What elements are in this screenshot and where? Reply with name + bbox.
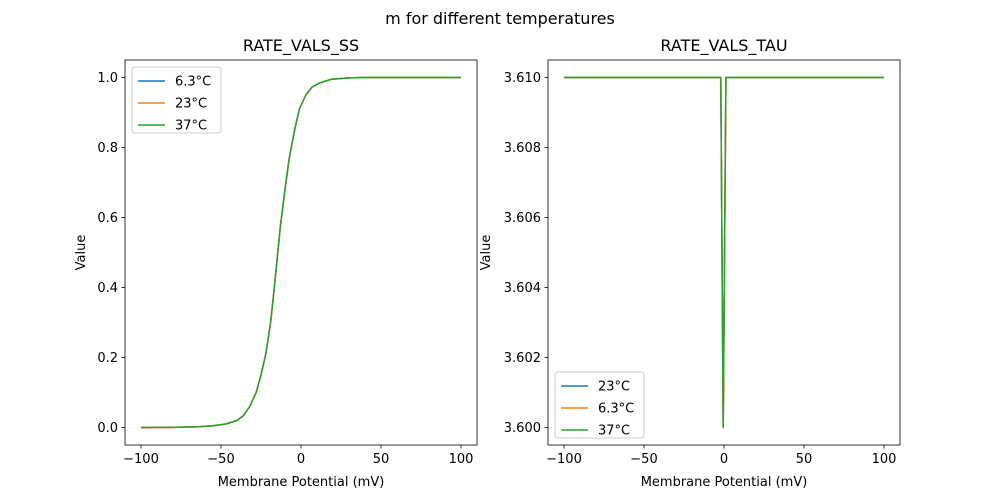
y-tick-label: 1.0 [97, 71, 118, 86]
legend-label: 37°C [175, 119, 207, 134]
x-tick-label: 100 [449, 452, 474, 467]
y-tick-label: 0.0 [97, 421, 118, 436]
x-tick-label: 50 [373, 452, 390, 467]
legend-label: 6.3°C [175, 75, 211, 90]
x-tick-label: 0 [720, 452, 728, 467]
legend-label: 23°C [598, 380, 630, 395]
y-tick-label: 3.600 [504, 421, 541, 436]
x-tick-label: 0 [297, 452, 305, 467]
x-tick-label: −100 [123, 452, 159, 467]
figure-title: m for different temperatures [385, 9, 615, 28]
subplot-1: RATE_VALS_SS −100 −50 0 50 100 0.0 0.2 0.4 0.6 0.8… [74, 36, 478, 490]
x-axis-label: Membrane Potential (mV) [641, 475, 808, 490]
y-tick-label: 0.8 [97, 141, 118, 156]
series-line-3 [140, 76, 461, 429]
subplot-title: RATE_VALS_SS [243, 36, 359, 56]
y-tick-label: 0.2 [97, 351, 118, 366]
legend-label: 23°C [175, 97, 207, 112]
series-line-3 [564, 76, 884, 429]
x-axis-label: Membrane Potential (mV) [218, 475, 385, 490]
subplot-title: RATE_VALS_TAU [660, 36, 787, 56]
y-tick-label: 3.602 [504, 351, 541, 366]
y-axis-label: Value [74, 235, 89, 271]
legend-box [554, 371, 645, 439]
subplot-2: RATE_VALS_TAU −100 −50 0 50 100 3.600 3.602 3.60… [479, 36, 901, 490]
y-tick-label: 0.6 [97, 211, 118, 226]
y-tick-label: 3.606 [504, 211, 541, 226]
y-tick-label: 3.604 [504, 281, 541, 296]
y-axis-label: Value [479, 235, 494, 271]
y-tick-label: 0.4 [97, 281, 118, 296]
x-tick-label: −50 [207, 452, 234, 467]
x-tick-label: −50 [630, 452, 657, 467]
legend-label: 37°C [598, 424, 630, 439]
y-tick-label: 3.610 [504, 71, 541, 86]
legend: 6.3°C 23°C 37°C [131, 66, 222, 134]
x-tick-label: −100 [546, 452, 582, 467]
x-tick-label: 100 [872, 452, 897, 467]
legend-box [131, 66, 222, 134]
x-tick-label: 50 [796, 452, 813, 467]
legend: 23°C 6.3°C 37°C [554, 371, 645, 439]
y-tick-label: 3.608 [504, 141, 541, 156]
legend-label: 6.3°C [598, 402, 634, 417]
